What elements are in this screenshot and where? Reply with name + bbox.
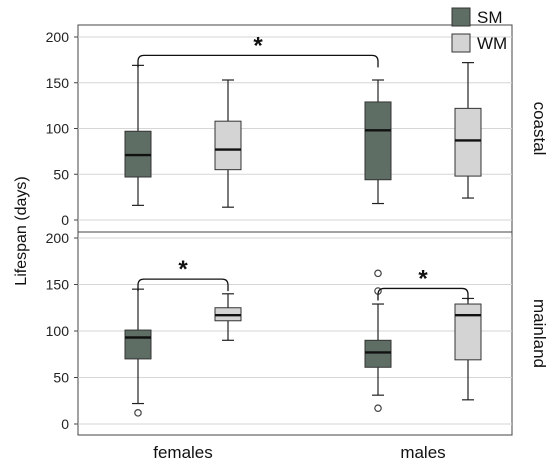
panel-strip-label: mainland <box>530 299 549 368</box>
y-tick-label: 100 <box>46 121 70 137</box>
iqr-box <box>364 339 392 368</box>
y-tick-label: 100 <box>46 323 70 339</box>
box-males-SM <box>364 79 392 205</box>
legend-swatch <box>451 33 471 53</box>
legend-item-WM: WM <box>451 33 507 53</box>
x-category-label: males <box>400 443 445 462</box>
bracket-line <box>137 54 379 68</box>
y-axis-title: Lifespan (days) <box>13 176 30 285</box>
x-category-label: females <box>153 443 213 462</box>
significance-star: * <box>418 265 428 292</box>
panel-strip-label: coastal <box>530 102 549 156</box>
legend-swatch <box>451 7 471 27</box>
outlier-point <box>134 409 142 417</box>
bracket-line <box>377 287 469 301</box>
y-tick-label: 50 <box>53 370 69 386</box>
box-males-WM <box>454 62 482 199</box>
legend-label: WM <box>477 34 507 53</box>
y-tick-label: 0 <box>61 416 69 432</box>
y-tick-label: 150 <box>46 277 70 293</box>
iqr-box <box>364 101 392 181</box>
box-males-WM <box>454 297 482 401</box>
box-females-SM <box>124 64 152 206</box>
iqr-box <box>454 107 482 177</box>
outlier-point <box>374 404 382 412</box>
significance-bracket: * <box>137 32 379 68</box>
box-males-SM <box>364 269 392 412</box>
y-tick-label: 0 <box>61 212 69 228</box>
box-females-SM <box>124 288 152 417</box>
iqr-box <box>124 329 152 360</box>
legend-label: SM <box>477 8 503 27</box>
y-tick-label: 150 <box>46 75 70 91</box>
box-females-WM <box>214 79 242 208</box>
y-tick-label: 50 <box>53 166 69 182</box>
legend-item-SM: SM <box>451 7 503 27</box>
box-females-WM <box>214 293 242 341</box>
panel-frame <box>77 231 513 436</box>
significance-bracket: * <box>377 265 469 301</box>
significance-bracket: * <box>137 256 229 292</box>
iqr-box <box>454 303 482 361</box>
y-tick-label: 200 <box>46 230 70 246</box>
outlier-point <box>374 269 382 278</box>
significance-star: * <box>253 32 263 59</box>
significance-star: * <box>178 256 188 283</box>
iqr-box <box>214 120 242 171</box>
bracket-line <box>137 278 229 292</box>
y-tick-label: 200 <box>46 29 70 45</box>
